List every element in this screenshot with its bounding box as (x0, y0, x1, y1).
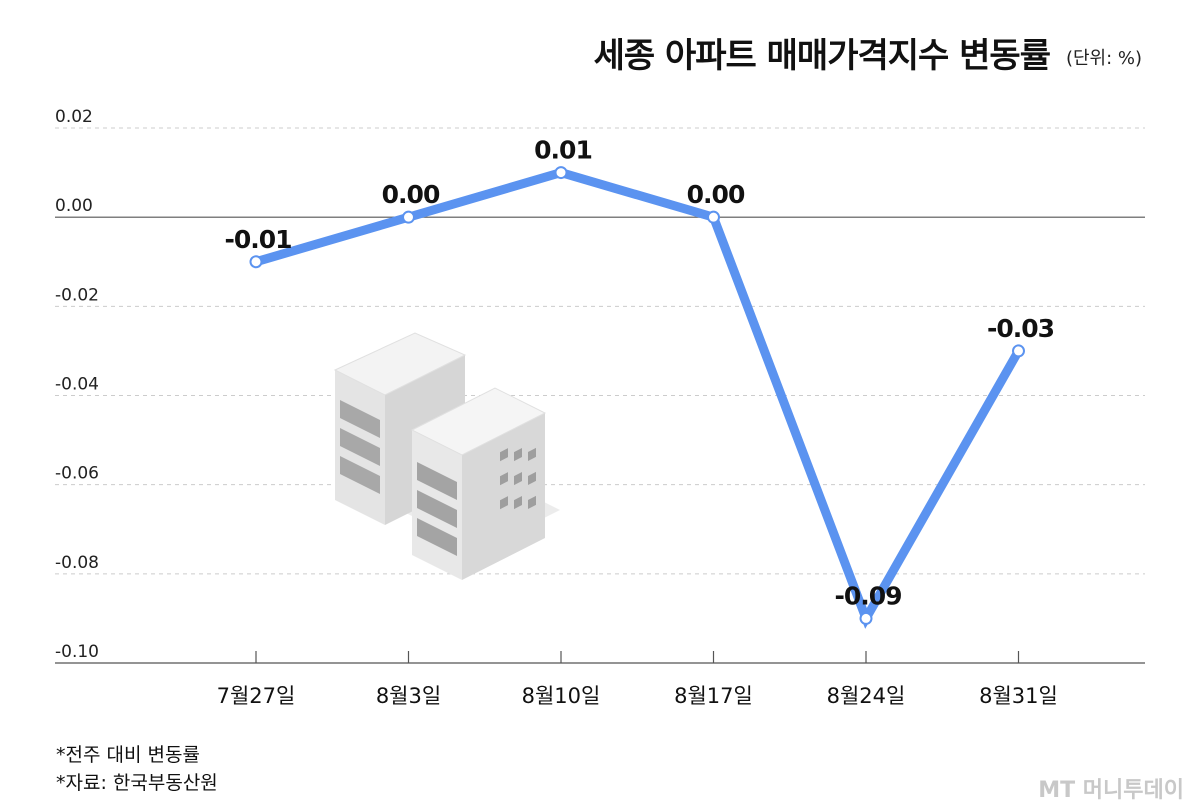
data-label: 0.00 (687, 180, 745, 209)
publisher-logo: MT 머니투데이 (1038, 778, 1184, 803)
x-tick-label: 8월31일 (979, 684, 1058, 708)
series-line-path (251, 167, 1023, 629)
x-tick-label: 8월3일 (376, 684, 441, 708)
chart-title: 세종 아파트 매매가격지수 변동률 (593, 36, 1051, 76)
y-tick-label: -0.06 (55, 464, 99, 484)
data-label: -0.09 (834, 581, 901, 610)
footnote-change-basis: *전주 대비 변동률 (56, 744, 200, 766)
line-chart: 0.02 0.00 -0.02 -0.04 -0.06 -0.08 -0.10 7월27일 8… (55, 107, 1145, 708)
data-label: -0.03 (987, 314, 1054, 343)
gridlines (55, 127, 1145, 575)
series-line (251, 167, 1023, 629)
data-label: -0.01 (224, 225, 291, 254)
data-label: 0.01 (534, 136, 592, 165)
apartment-buildings-icon (333, 332, 560, 580)
x-tick-labels: 7월27일 8월3일 8월10일 8월17일 8월24일 8월31일 (217, 684, 1058, 708)
y-tick-labels: 0.02 0.00 -0.02 -0.04 -0.06 -0.08 -0.10 (55, 107, 99, 662)
x-tick-label: 7월27일 (217, 684, 296, 708)
x-tick-label: 8월10일 (522, 684, 601, 708)
x-tick-label: 8월24일 (827, 684, 906, 708)
x-tick-label: 8월17일 (674, 684, 753, 708)
data-point (859, 611, 873, 625)
data-point (554, 166, 568, 180)
y-tick-label: -0.04 (55, 375, 99, 395)
y-tick-label: -0.10 (55, 642, 99, 662)
y-tick-label: 0.00 (55, 196, 93, 216)
data-labels: -0.01 0.00 0.01 0.00 -0.09 -0.03 (224, 136, 1055, 611)
axes (55, 216, 1145, 664)
footnote-source: *자료: 한국부동산원 (56, 772, 218, 794)
data-point (249, 255, 263, 269)
data-point (707, 210, 720, 224)
unit-label: (단위: %) (1065, 48, 1142, 69)
y-tick-label: 0.02 (55, 107, 93, 127)
y-tick-label: -0.08 (55, 553, 99, 573)
data-point (402, 210, 415, 224)
y-tick-label: -0.02 (55, 285, 99, 305)
data-point (1012, 344, 1025, 358)
data-label: 0.00 (382, 180, 440, 209)
data-points (249, 166, 1025, 625)
